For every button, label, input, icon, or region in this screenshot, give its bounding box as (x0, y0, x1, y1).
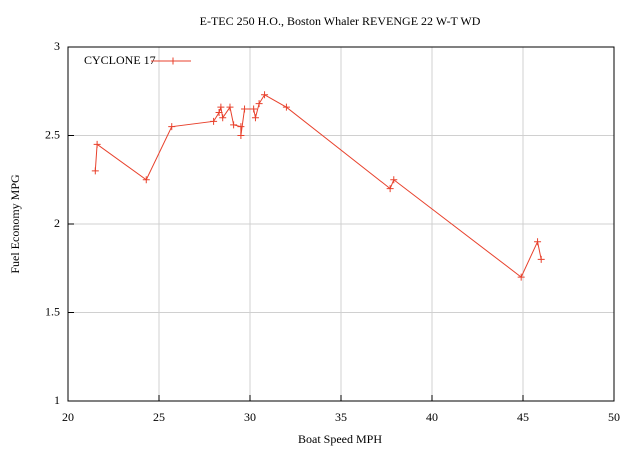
plot-border (67, 46, 615, 402)
point-marker (255, 100, 263, 108)
point-marker (241, 105, 249, 113)
point-marker (210, 117, 218, 125)
x-tick-label: 30 (244, 410, 256, 424)
point-marker (217, 103, 225, 111)
point-marker (537, 255, 545, 263)
y-tick-label: 2 (54, 216, 60, 230)
point-marker (168, 123, 176, 131)
point-marker (226, 103, 234, 111)
point-marker (93, 140, 101, 148)
y-tick-label: 3 (54, 39, 60, 53)
point-marker (386, 185, 394, 193)
point-marker (250, 105, 258, 113)
y-axis-label: Fuel Economy MPG (8, 174, 22, 274)
point-marker (230, 121, 238, 129)
y-tick-label: 2.5 (45, 127, 60, 141)
y-tick-label: 1.5 (45, 304, 60, 318)
point-marker (517, 273, 525, 281)
legend-label: CYCLONE 17 (84, 53, 156, 67)
x-tick-label: 50 (608, 410, 620, 424)
point-marker (261, 91, 269, 99)
point-marker (390, 176, 398, 184)
x-axis-label: Boat Speed MPH (298, 432, 382, 446)
point-marker (237, 123, 245, 131)
x-tick-label: 45 (517, 410, 529, 424)
point-marker (251, 114, 259, 122)
point-marker (534, 238, 542, 246)
x-tick-label: 25 (153, 410, 165, 424)
point-marker (215, 108, 223, 116)
point-marker (169, 57, 177, 65)
point-marker (237, 132, 245, 139)
y-tick-label: 1 (54, 393, 60, 407)
x-tick-label: 20 (62, 410, 74, 424)
chart-title: E-TEC 250 H.O., Boston Whaler REVENGE 22… (200, 14, 481, 28)
x-tick-label: 35 (335, 410, 347, 424)
point-marker (142, 176, 150, 184)
data-line (94, 94, 542, 278)
point-marker (219, 114, 227, 122)
point-marker (91, 167, 99, 175)
point-marker (282, 103, 290, 111)
x-tick-label: 40 (426, 410, 438, 424)
